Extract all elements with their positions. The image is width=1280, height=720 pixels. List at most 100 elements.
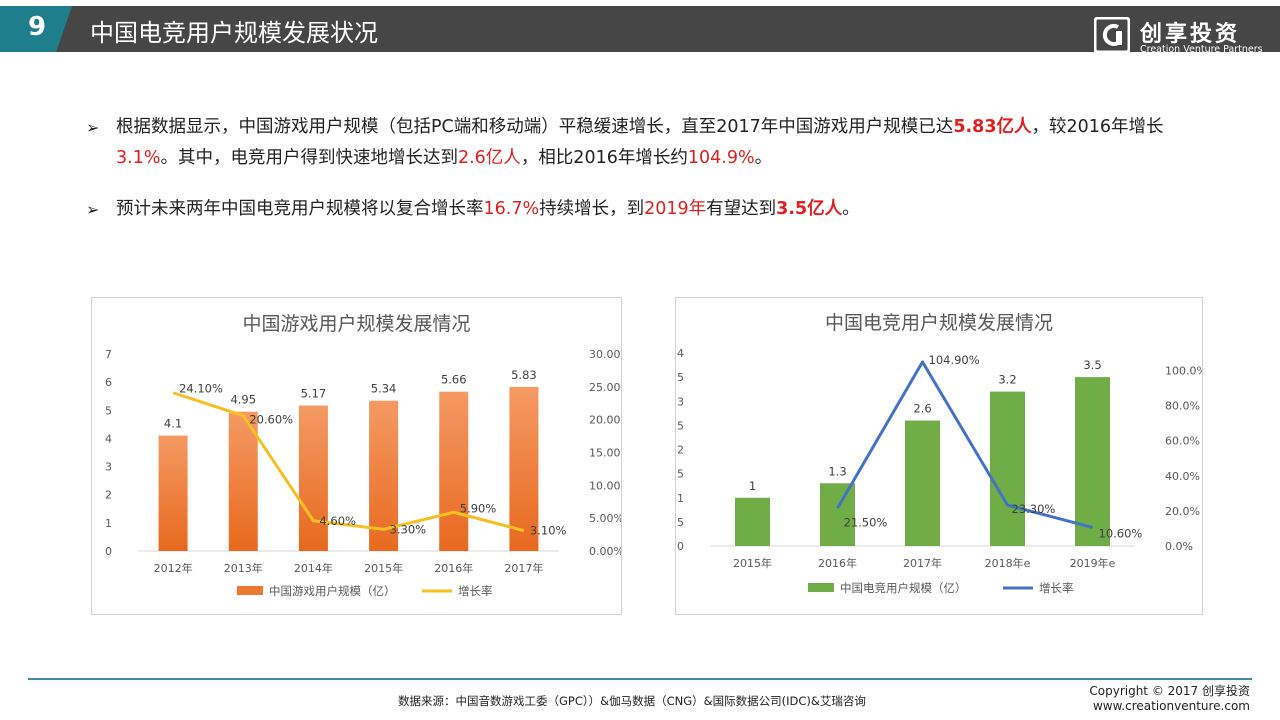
line-data-label: 10.60%	[1099, 526, 1143, 540]
chart-title: 中国电竞用户规模发展情况	[825, 312, 1053, 334]
x-tick-label: 2017年	[903, 556, 942, 570]
y-left-tick-label: 5	[105, 404, 112, 417]
legend-bar-swatch	[237, 586, 263, 595]
bullet-text: 根据数据显示，中国游戏用户规模（包括PC端和移动端）平稳缓速增长，直至2017年…	[116, 117, 1164, 168]
bar	[735, 497, 770, 546]
logo-name: 创享投资	[1140, 22, 1241, 47]
website-link[interactable]: www.creationventure.com	[1092, 699, 1250, 713]
line-data-label: 104.90%	[929, 353, 980, 367]
x-tick-label: 2017年	[504, 561, 543, 575]
y-left-tick-label: 0	[677, 540, 684, 553]
y-right-tick-label: 40.0%	[1165, 470, 1200, 483]
line-data-label: 4.60%	[319, 514, 356, 528]
y-right-tick-label: 20.00%	[589, 414, 621, 427]
bar	[298, 405, 328, 551]
y-right-tick-label: 25.00%	[589, 381, 621, 394]
game-users-chart: 中国游戏用户规模发展情况 0 1 2 3 4 5 6 7 0.00% 5.00% 10.00% 15.0…	[91, 297, 622, 615]
line-data-label: 5.90%	[460, 501, 497, 515]
line-data-label: 21.50%	[844, 515, 888, 529]
data-source: 数据来源：中国音数游戏工委（GPC））&伽马数据（CNG）&国际数据公司(IDC…	[398, 694, 866, 708]
bullet-list: ➢ 根据数据显示，中国游戏用户规模（包括PC端和移动端）平稳缓速增长，直至201…	[86, 112, 1206, 245]
y-right-tick-label: 100.0%	[1165, 365, 1202, 378]
bar-data-label: 2.6	[913, 402, 931, 416]
page-number-tab: 9	[0, 6, 72, 52]
logo-mark-icon	[1094, 17, 1130, 53]
y-left-tick-label: 1.5	[676, 468, 684, 481]
copyright-text: Copyright © 2017 创享投资	[1089, 684, 1250, 698]
line-series	[172, 391, 525, 533]
y-left-tick-label: 4	[677, 347, 684, 360]
bar	[509, 386, 539, 551]
y-right-tick-label: 60.0%	[1165, 435, 1200, 448]
esports-users-chart: 中国电竞用户规模发展情况00.511.522.533.540.0%20.0%40…	[675, 297, 1203, 615]
x-tick-label: 2019年e	[1070, 556, 1116, 570]
y-left-tick-label: 3	[105, 461, 112, 474]
bullet-arrow-icon: ➢	[86, 200, 100, 219]
bar-data-label: 5.66	[441, 373, 467, 387]
legend-bar-label: 中国游戏用户规模（亿）	[269, 584, 396, 598]
bar-data-label: 5.34	[371, 382, 397, 396]
y-left-tick-label: 6	[105, 376, 112, 389]
legend-bar-swatch	[808, 583, 834, 592]
legend-line-label: 增长率	[1039, 581, 1074, 595]
y-right-tick-label: 30.00%	[589, 348, 621, 361]
footer-divider	[28, 678, 1252, 680]
y-left-tick-label: 2.5	[676, 419, 684, 432]
y-left-tick-label: 7	[105, 348, 112, 361]
bar-data-label: 3.5	[1083, 358, 1101, 372]
bar-data-label: 4.95	[230, 393, 256, 407]
legend-bar-label: 中国电竞用户规模（亿）	[840, 581, 967, 595]
chart-svg: 中国电竞用户规模发展情况00.511.522.533.540.0%20.0%40…	[676, 312, 1202, 595]
y-right-tick-label: 5.00%	[589, 512, 621, 525]
bar-data-label: 5.17	[301, 387, 327, 401]
y-right-tick-label: 80.0%	[1165, 400, 1200, 413]
line-data-label: 3.10%	[530, 524, 567, 538]
line-data-label: 24.10%	[179, 382, 223, 396]
chart-svg: 中国游戏用户规模发展情况 0 1 2 3 4 5 6 7 0.00% 5.00% 10.00% 15.0…	[105, 313, 621, 598]
bullet-text: 预计未来两年中国电竞用户规模将以复合增长率16.7%持续增长，到2019年有望达…	[116, 199, 860, 219]
bullet-item: ➢ 根据数据显示，中国游戏用户规模（包括PC端和移动端）平稳缓速增长，直至201…	[86, 112, 1206, 174]
bar	[905, 420, 940, 546]
y-left-tick-label: 3.5	[676, 371, 684, 384]
y-left-tick-label: 2	[677, 444, 684, 457]
y-left-tick-label: 1	[677, 492, 684, 505]
y-left-tick-label: 0	[105, 545, 112, 558]
bar	[1075, 377, 1110, 546]
x-tick-label: 2015年	[733, 556, 772, 570]
x-tick-label: 2014年	[294, 561, 333, 575]
y-right-tick-label: 15.00%	[589, 447, 621, 460]
x-tick-label: 2016年	[818, 556, 857, 570]
bullet-arrow-icon: ➢	[86, 118, 100, 137]
bar	[820, 483, 855, 546]
bar-data-label: 1	[749, 479, 756, 493]
x-tick-label: 2016年	[434, 561, 473, 575]
y-left-tick-label: 2	[105, 489, 112, 502]
x-tick-label: 2018年e	[985, 556, 1031, 570]
y-left-tick-label: 1	[105, 517, 112, 530]
x-tick-label: 2012年	[154, 561, 193, 575]
bar	[439, 391, 469, 551]
bar-data-label: 4.1	[164, 417, 182, 431]
line-data-label: 20.60%	[249, 413, 293, 427]
y-left-tick-label: 0.5	[676, 516, 684, 529]
bar	[228, 411, 258, 551]
bar-data-label: 5.83	[511, 368, 537, 382]
copyright-block: Copyright © 2017 创享投资 www.creationventur…	[1089, 684, 1250, 714]
line-data-label: 3.30%	[390, 522, 427, 536]
x-tick-label: 2013年	[224, 561, 263, 575]
line-data-label: 23.30%	[1012, 502, 1056, 516]
company-logo: 创享投资 Creation Venture Partners	[1094, 14, 1274, 55]
y-left-tick-label: 4	[105, 432, 112, 445]
bar	[990, 391, 1025, 546]
legend-line-label: 增长率	[458, 584, 493, 598]
bullet-item: ➢ 预计未来两年中国电竞用户规模将以复合增长率16.7%持续增长，到2019年有…	[86, 194, 1206, 225]
bar-data-label: 3.2	[998, 373, 1016, 387]
chart-title: 中国游戏用户规模发展情况	[242, 313, 470, 335]
y-right-tick-label: 0.0%	[1165, 540, 1193, 553]
page-title: 中国电竞用户规模发展状况	[90, 19, 378, 47]
logo-subtitle: Creation Venture Partners	[1140, 44, 1263, 55]
y-right-tick-label: 10.00%	[589, 479, 621, 492]
y-left-tick-label: 3	[677, 395, 684, 408]
bar	[158, 435, 188, 551]
bar-data-label: 1.3	[828, 464, 846, 478]
